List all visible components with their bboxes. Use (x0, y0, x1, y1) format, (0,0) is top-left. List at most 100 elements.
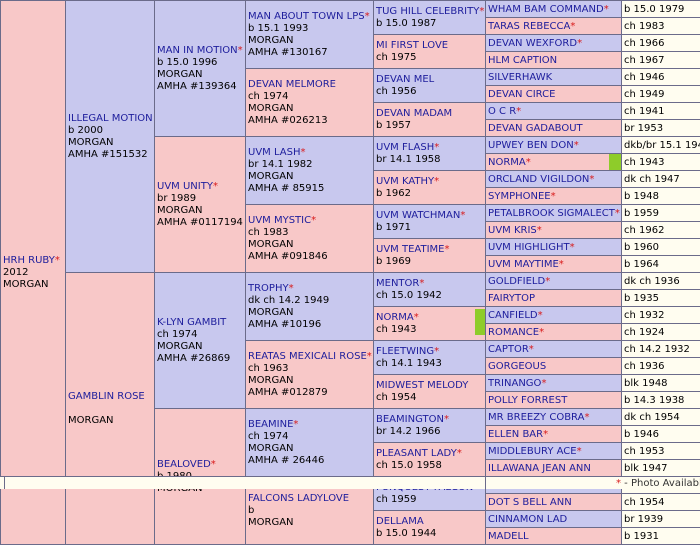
gen5-info-cell: b 1931 (622, 528, 700, 545)
horse-detail: b 1960 (624, 242, 659, 253)
horse-name-link[interactable]: MADELL (488, 531, 529, 542)
horse-name-link[interactable]: K-LYN GAMBIT (157, 317, 226, 328)
horse-name-link[interactable]: CINNAMON LAD (488, 514, 567, 525)
horse-name-link[interactable]: DEVAN MADAM (376, 108, 452, 119)
gen5-name-cell: ROMANCE* (486, 324, 622, 341)
photo-star-icon: * (543, 429, 548, 440)
horse-name-link[interactable]: DEVAN WEXFORD (488, 38, 577, 49)
horse-name-link[interactable]: FALCONS LADYLOVE (248, 493, 349, 504)
horse-name-link[interactable]: GOLDFIELD (488, 276, 545, 287)
horse-detail: AMHA # 85915 (248, 183, 324, 194)
horse-name-link[interactable]: SILVERHAWK (488, 72, 552, 83)
horse-name-link[interactable]: ILLAWANA JEAN ANN (488, 463, 591, 474)
horse-detail: br 1953 (624, 123, 663, 134)
horse-name-link[interactable]: MR BREEZY COBRA (488, 412, 584, 423)
horse-name-link[interactable]: UPWEY BEN DON (488, 140, 574, 151)
horse-detail: blk 1947 (624, 463, 668, 474)
horse-name-link[interactable]: TRINANGO (488, 378, 541, 389)
horse-name-link[interactable]: PLEASANT LADY (376, 448, 457, 459)
horse-name-link[interactable]: MAN ABOUT TOWN LPS (248, 11, 365, 22)
horse-name-link[interactable]: HLM CAPTION (488, 55, 557, 66)
horse-name-link[interactable]: UVM KRIS (488, 225, 537, 236)
horse-name-link[interactable]: SYMPHONEE (488, 191, 551, 202)
horse-name-link[interactable]: UVM MYSTIC (248, 215, 311, 226)
gen5-name-cell: SILVERHAWK (486, 69, 622, 86)
horse-name-link[interactable]: WHAM BAM COMMAND (488, 4, 604, 15)
horse-name-link[interactable]: UVM TEATIME (376, 244, 444, 255)
horse-name-link[interactable]: UVM UNITY (157, 181, 213, 192)
photo-star-icon: * (577, 38, 582, 49)
horse-detail: MORGAN (68, 415, 114, 426)
horse-name-link[interactable]: CAPTOR (488, 344, 529, 355)
gen5-name-cell: HLM CAPTION (486, 52, 622, 69)
horse-name-link[interactable]: FLEETWING (376, 346, 434, 357)
horse-name-link[interactable]: BEALOVED (157, 459, 211, 470)
gen5-info-cell: b 1935 (622, 290, 700, 307)
horse-name-link[interactable]: UVM WATCHMAN (376, 210, 460, 221)
horse-detail: b 1969 (376, 256, 411, 267)
gen5-info-cell: dkb/br 15.1 1943 (622, 137, 700, 154)
horse-name-link[interactable]: NORMA (376, 312, 414, 323)
horse-name-link[interactable]: NORMA (488, 157, 526, 168)
horse-name-link[interactable]: DEVAN MEL (376, 74, 434, 85)
gen5-info-cell: blk 1947 (622, 460, 700, 477)
horse-name-link[interactable]: ORCLAND VIGILDON (488, 174, 589, 185)
photo-star-icon: * (545, 276, 550, 287)
horse-name-link[interactable]: MIDDLEBURY ACE (488, 446, 577, 457)
horse-name-link[interactable]: UVM LASH (248, 147, 300, 158)
gen5-name-cell: DOT S BELL ANN (486, 494, 622, 511)
horse-name-link[interactable]: TUG HILL CELEBRITY (376, 6, 479, 17)
photo-star-icon: * (538, 310, 543, 321)
horse-name-link[interactable]: GAMBLIN ROSE (68, 391, 145, 402)
horse-name-link[interactable]: MAN IN MOTION (157, 45, 238, 56)
horse-name-link[interactable]: DEVAN MELMORE (248, 79, 336, 90)
horse-name-link[interactable]: BEAMINE (248, 419, 293, 430)
horse-name-link[interactable]: DEVAN CIRCE (488, 89, 555, 100)
horse-name-link[interactable]: DELLAMA (376, 516, 424, 527)
gen5-name-cell: DEVAN CIRCE (486, 86, 622, 103)
duplicate-marker-icon (609, 154, 621, 170)
horse-name-link[interactable]: UVM KATHY (376, 176, 434, 187)
horse-detail: b 2000 (68, 125, 103, 136)
horse-name-link[interactable]: ILLEGAL MOTION (68, 113, 153, 124)
horse-name-link[interactable]: TARAS REBECCA (488, 21, 570, 32)
horse-name-link[interactable]: DEVAN GADABOUT (488, 123, 583, 134)
gen5-name-cell: TRINANGO* (486, 375, 622, 392)
photo-star-icon: * (537, 225, 542, 236)
horse-name-link[interactable]: TROPHY (248, 283, 289, 294)
horse-detail: b (248, 505, 254, 516)
horse-name-link[interactable]: GORGEOUS (488, 361, 546, 372)
horse-name-link[interactable]: CANFIELD (488, 310, 538, 321)
photo-star-icon: * (367, 351, 372, 362)
horse-name-link[interactable]: UVM FLASH (376, 142, 434, 153)
horse-detail: MORGAN (68, 137, 114, 148)
horse-name-link[interactable]: MENTOR (376, 278, 419, 289)
horse-name-link[interactable]: UVM HIGHLIGHT (488, 242, 570, 253)
horse-name-link[interactable]: O C R (488, 106, 516, 117)
horse-name-link[interactable]: FAIRYTOP (488, 293, 535, 304)
photo-star-icon: * (434, 142, 439, 153)
horse-detail: ch 1966 (624, 38, 664, 49)
horse-name-link[interactable]: PETALBROOK SIGMALECT (488, 208, 615, 219)
photo-star-icon: * (615, 208, 620, 219)
gen5-name-cell: MIDDLEBURY ACE* (486, 443, 622, 460)
horse-name-link[interactable]: HRH RUBY (3, 255, 55, 266)
horse-name-link[interactable]: MIDWEST MELODY (376, 380, 468, 391)
horse-name-link[interactable]: ELLEN BAR (488, 429, 543, 440)
horse-name-link[interactable]: REATAS MEXICALI ROSE (248, 351, 367, 362)
photo-star-icon: * (293, 419, 298, 430)
horse-name-link[interactable]: POLLY FORREST (488, 395, 567, 406)
gen5-info-cell: br 1939 (622, 511, 700, 528)
horse-name-link[interactable]: DOT S BELL ANN (488, 497, 572, 508)
horse-name-link[interactable]: UVM MAYTIME (488, 259, 559, 270)
horse-name-link[interactable]: ROMANCE (488, 327, 539, 338)
horse-name-link[interactable]: MI FIRST LOVE (376, 40, 448, 51)
horse-name-link[interactable]: BEAMINGTON (376, 414, 444, 425)
